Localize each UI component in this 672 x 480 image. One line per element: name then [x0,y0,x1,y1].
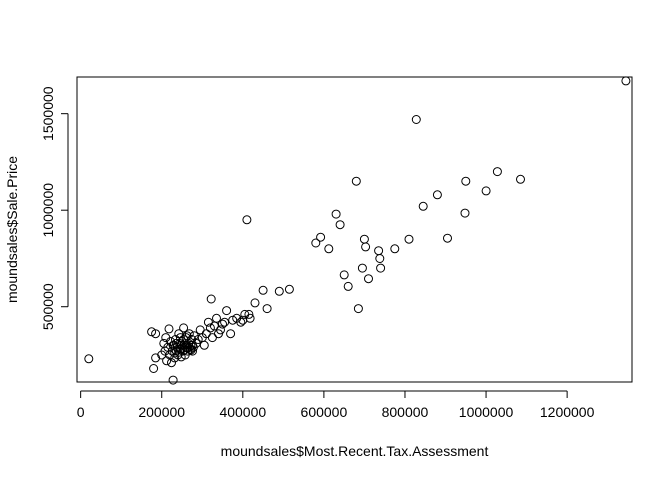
data-point [339,270,349,280]
data-point [274,286,284,296]
data-point [460,208,470,218]
data-point [316,232,326,242]
data-point [188,340,197,350]
data-point [167,358,176,368]
data-point [390,244,400,254]
data-point [359,234,369,244]
data-point [228,315,238,325]
data-point [164,324,174,334]
data-point [207,333,217,343]
x-tick-label: 600000 [301,404,348,420]
data-point [376,263,386,273]
data-point [222,306,232,316]
data-point [374,246,384,256]
data-point [250,298,260,308]
data-point [226,329,236,339]
data-point [184,329,194,339]
data-point [516,174,525,184]
data-point [481,186,491,196]
data-point [284,284,294,294]
data-points [84,76,631,385]
data-point [461,176,471,186]
data-point [174,329,184,339]
data-point [218,319,227,329]
x-tick-label: 1200000 [540,404,595,420]
data-point [151,353,161,363]
data-point [357,263,367,273]
data-point [206,294,216,304]
x-tick-label: 400000 [219,404,266,420]
data-point [151,329,161,339]
data-point [147,327,157,337]
data-point [168,375,178,385]
data-point [186,345,196,355]
data-point [220,317,230,327]
data-point [236,317,246,327]
y-tick-label: 1500000 [40,86,56,141]
data-point [262,304,272,314]
data-point [170,353,180,363]
y-tick-label: 500000 [40,283,56,330]
data-point [242,215,252,225]
data-point [244,309,254,319]
y-tick-label: 1000000 [40,183,56,238]
x-tick-label: 0 [77,404,85,420]
data-point [195,325,205,335]
data-point [179,335,189,344]
data-point [205,323,215,333]
data-point [443,233,452,243]
data-point [212,313,221,323]
data-point [361,242,371,252]
data-point [375,254,385,263]
data-point [418,201,428,211]
x-axis-label: moundsales$Most.Recent.Tax.Assessment [221,443,489,459]
x-tick-label: 1000000 [459,404,514,420]
data-point [178,343,188,353]
data-point [335,220,345,230]
data-point [324,244,334,254]
data-point [331,209,341,219]
data-point [216,325,225,335]
x-tick-label: 200000 [138,404,185,420]
data-point [311,238,321,248]
data-point [84,354,94,364]
data-point [404,234,414,244]
data-point [432,190,442,200]
data-point [353,304,363,314]
data-point [149,364,159,373]
data-point [199,340,209,350]
x-axis: 0 200000 400000 600000 800000 1000000 1200000 [77,390,595,420]
data-point [492,167,502,177]
data-point [179,323,189,333]
x-tick-label: 800000 [382,404,429,420]
data-point [411,115,421,124]
data-point [364,274,373,284]
data-point [621,76,631,86]
y-axis: 500000 1000000 1500000 [40,86,69,330]
data-point [245,313,255,323]
y-axis-label: moundsales$Sale.Price [4,156,20,303]
data-point [258,285,268,295]
plot-frame [76,76,633,383]
data-point [351,176,361,186]
data-point [343,281,353,291]
data-point [193,335,203,344]
